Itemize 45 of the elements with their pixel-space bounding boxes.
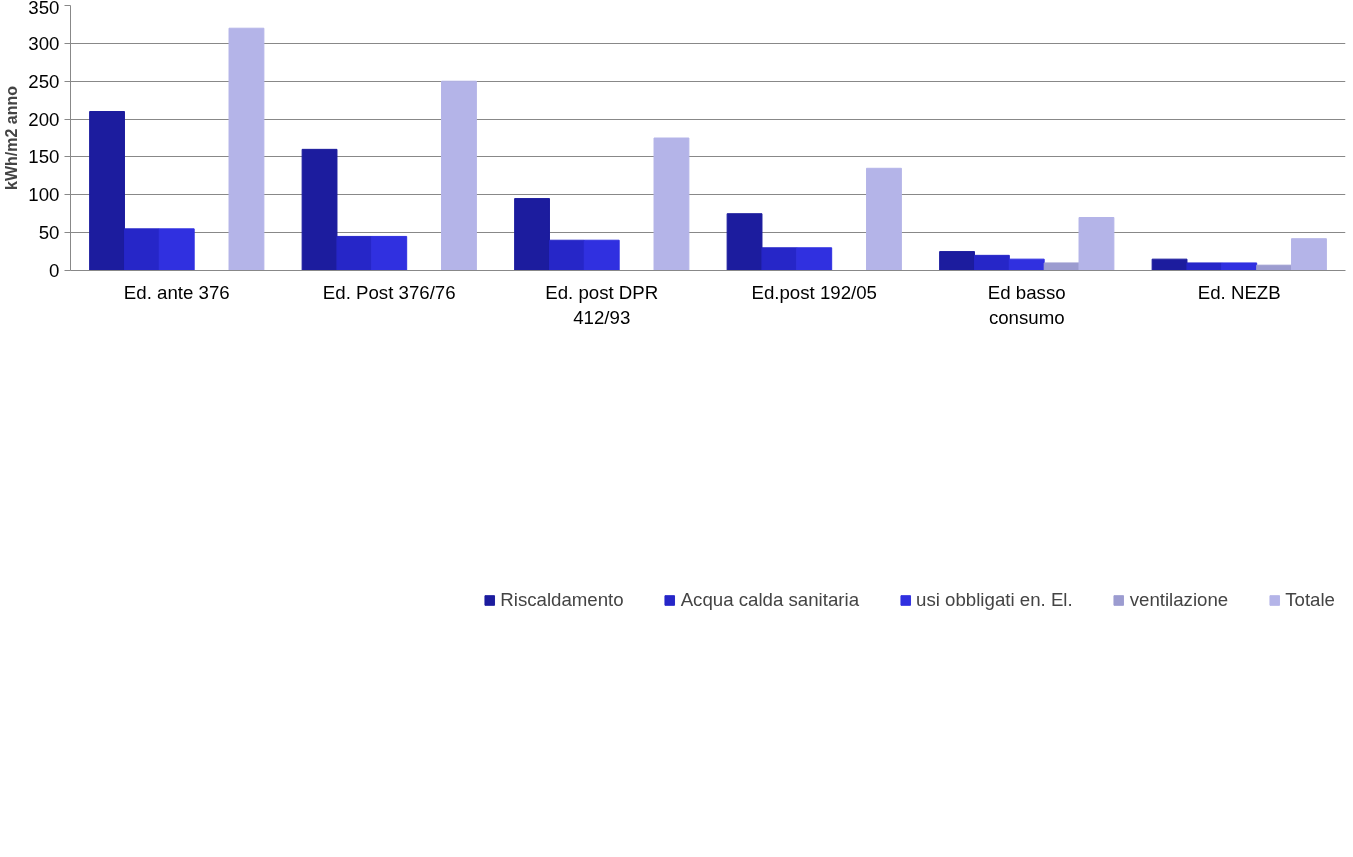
bar [939,251,975,271]
bar [371,235,408,271]
x-tick-label: Ed basso consumo [987,281,1066,328]
bar [441,80,477,271]
bar [973,254,1010,271]
bar [228,27,265,271]
bar [583,239,620,271]
bar [761,247,798,271]
bar [548,239,585,271]
bar [1221,262,1258,271]
bar [158,228,195,271]
bar [1291,238,1327,271]
y-tick-label: 300 [28,32,60,54]
bar [1151,258,1188,271]
bar [726,213,763,271]
x-tick-label: Ed. Post 376/76 [322,281,456,303]
bar [123,228,160,271]
bar [1078,217,1115,271]
legend-label: Totale [1285,589,1335,611]
y-tick-label: 50 [38,222,60,244]
x-tick-label: Ed. NEZB [1197,281,1281,303]
y-axis-title: kWh/m2 anno [3,85,21,190]
bar [1043,262,1080,271]
bar [1008,258,1045,271]
bar [796,247,833,271]
bar [653,137,690,271]
x-tick-label: Ed.post 192/05 [751,281,878,303]
x-tick-label: Ed. ante 376 [123,281,230,303]
bar [89,111,125,271]
y-tick-label: 250 [28,70,60,92]
legend-label: Acqua calda sanitaria [680,589,860,611]
y-tick-label: 200 [28,108,60,130]
legend-label: ventilazione [1129,589,1229,611]
bar [336,235,373,271]
y-tick-label: 350 [28,0,60,18]
legend-label: usi obbligati en. El. [916,589,1073,611]
bar [866,167,902,271]
y-tick-label: 150 [28,146,60,168]
y-tick-label: 100 [28,184,60,206]
y-tick-label: 0 [49,260,60,281]
bar [514,198,550,271]
legend-label: Riscaldamento [500,589,624,611]
x-tick-label: Ed. post DPR 412/93 [545,281,659,328]
bar [1186,262,1223,271]
bar [301,148,338,271]
